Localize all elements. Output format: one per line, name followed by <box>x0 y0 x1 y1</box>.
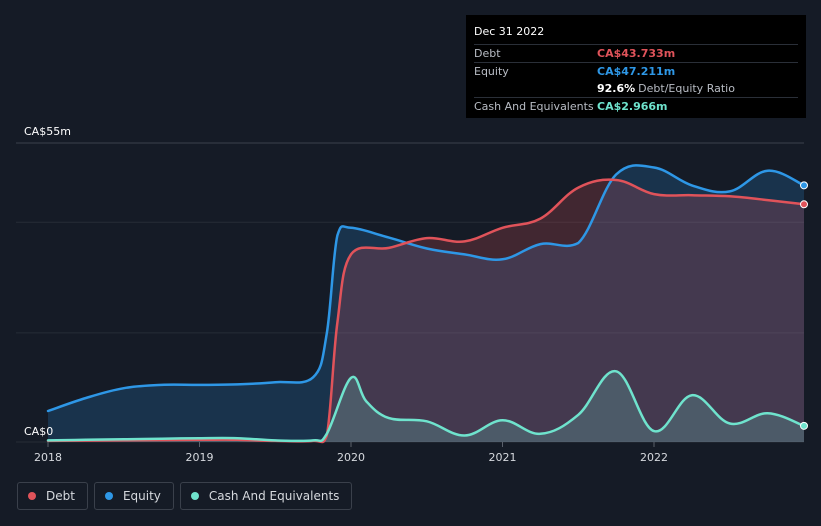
series-endpoints <box>800 181 808 430</box>
tooltip-row-cash: Cash And Equivalents CA$2.966m <box>474 97 798 115</box>
tooltip-equity-label: Equity <box>474 65 509 78</box>
x-tick-label: 2020 <box>337 451 365 464</box>
cash-end-point <box>800 421 808 430</box>
legend-equity-label: Equity <box>122 489 161 503</box>
debt-equity-chart: CA$55m CA$0 2018 2019 2020 2021 2022 <box>16 125 808 464</box>
cash-dot-icon <box>190 492 199 500</box>
legend-debt-label: Debt <box>46 489 75 503</box>
equity-dot-icon <box>104 492 113 500</box>
tooltip-debt-value: CA$43.733m <box>597 47 676 60</box>
tooltip-panel: Dec 31 2022 Debt CA$43.733m Equity CA$47… <box>466 15 806 118</box>
series-lines <box>46 164 806 444</box>
tooltip-ratio-value: 92.6% <box>597 82 636 95</box>
cash-area <box>48 371 804 442</box>
y-tick-label-min: CA$0 <box>24 425 53 438</box>
legend-item-equity[interactable]: Equity <box>93 482 174 510</box>
x-tick-label: 2019 <box>186 451 214 464</box>
series-areas <box>48 165 804 443</box>
debt-end-point <box>800 200 808 209</box>
tooltip-row-ratio: 92.6% Debt/Equity Ratio <box>474 80 798 97</box>
axis-labels: CA$55m CA$0 2018 2019 2020 2021 2022 <box>24 125 668 464</box>
debt-area <box>48 179 804 443</box>
x-tick-label: 2022 <box>640 451 668 464</box>
tooltip-row-equity: Equity CA$47.211m <box>474 62 798 80</box>
tooltip-debt-label: Debt <box>474 47 501 60</box>
legend-item-debt[interactable]: Debt <box>17 482 88 510</box>
equity-area <box>48 165 804 443</box>
tooltip-equity-value: CA$47.211m <box>597 65 676 78</box>
x-tick-label: 2018 <box>34 451 62 464</box>
tooltip-cash-label: Cash And Equivalents <box>474 100 594 113</box>
gridlines <box>16 142 804 443</box>
tooltip-row-debt: Debt CA$43.733m <box>474 44 798 62</box>
cash-line <box>46 370 806 443</box>
equity-line <box>46 164 806 413</box>
equity-end-point <box>800 181 808 190</box>
legend: Debt Equity Cash And Equivalents <box>17 482 353 510</box>
x-tick-label: 2021 <box>489 451 517 464</box>
y-tick-label-max: CA$55m <box>24 125 71 138</box>
tooltip-ratio-label: Debt/Equity Ratio <box>638 82 735 95</box>
legend-cash-label: Cash And Equivalents <box>208 489 340 503</box>
legend-item-cash[interactable]: Cash And Equivalents <box>179 482 353 510</box>
tooltip-date: Dec 31 2022 <box>474 25 545 38</box>
debt-dot-icon <box>28 492 36 500</box>
tooltip-cash-value: CA$2.966m <box>597 100 668 113</box>
